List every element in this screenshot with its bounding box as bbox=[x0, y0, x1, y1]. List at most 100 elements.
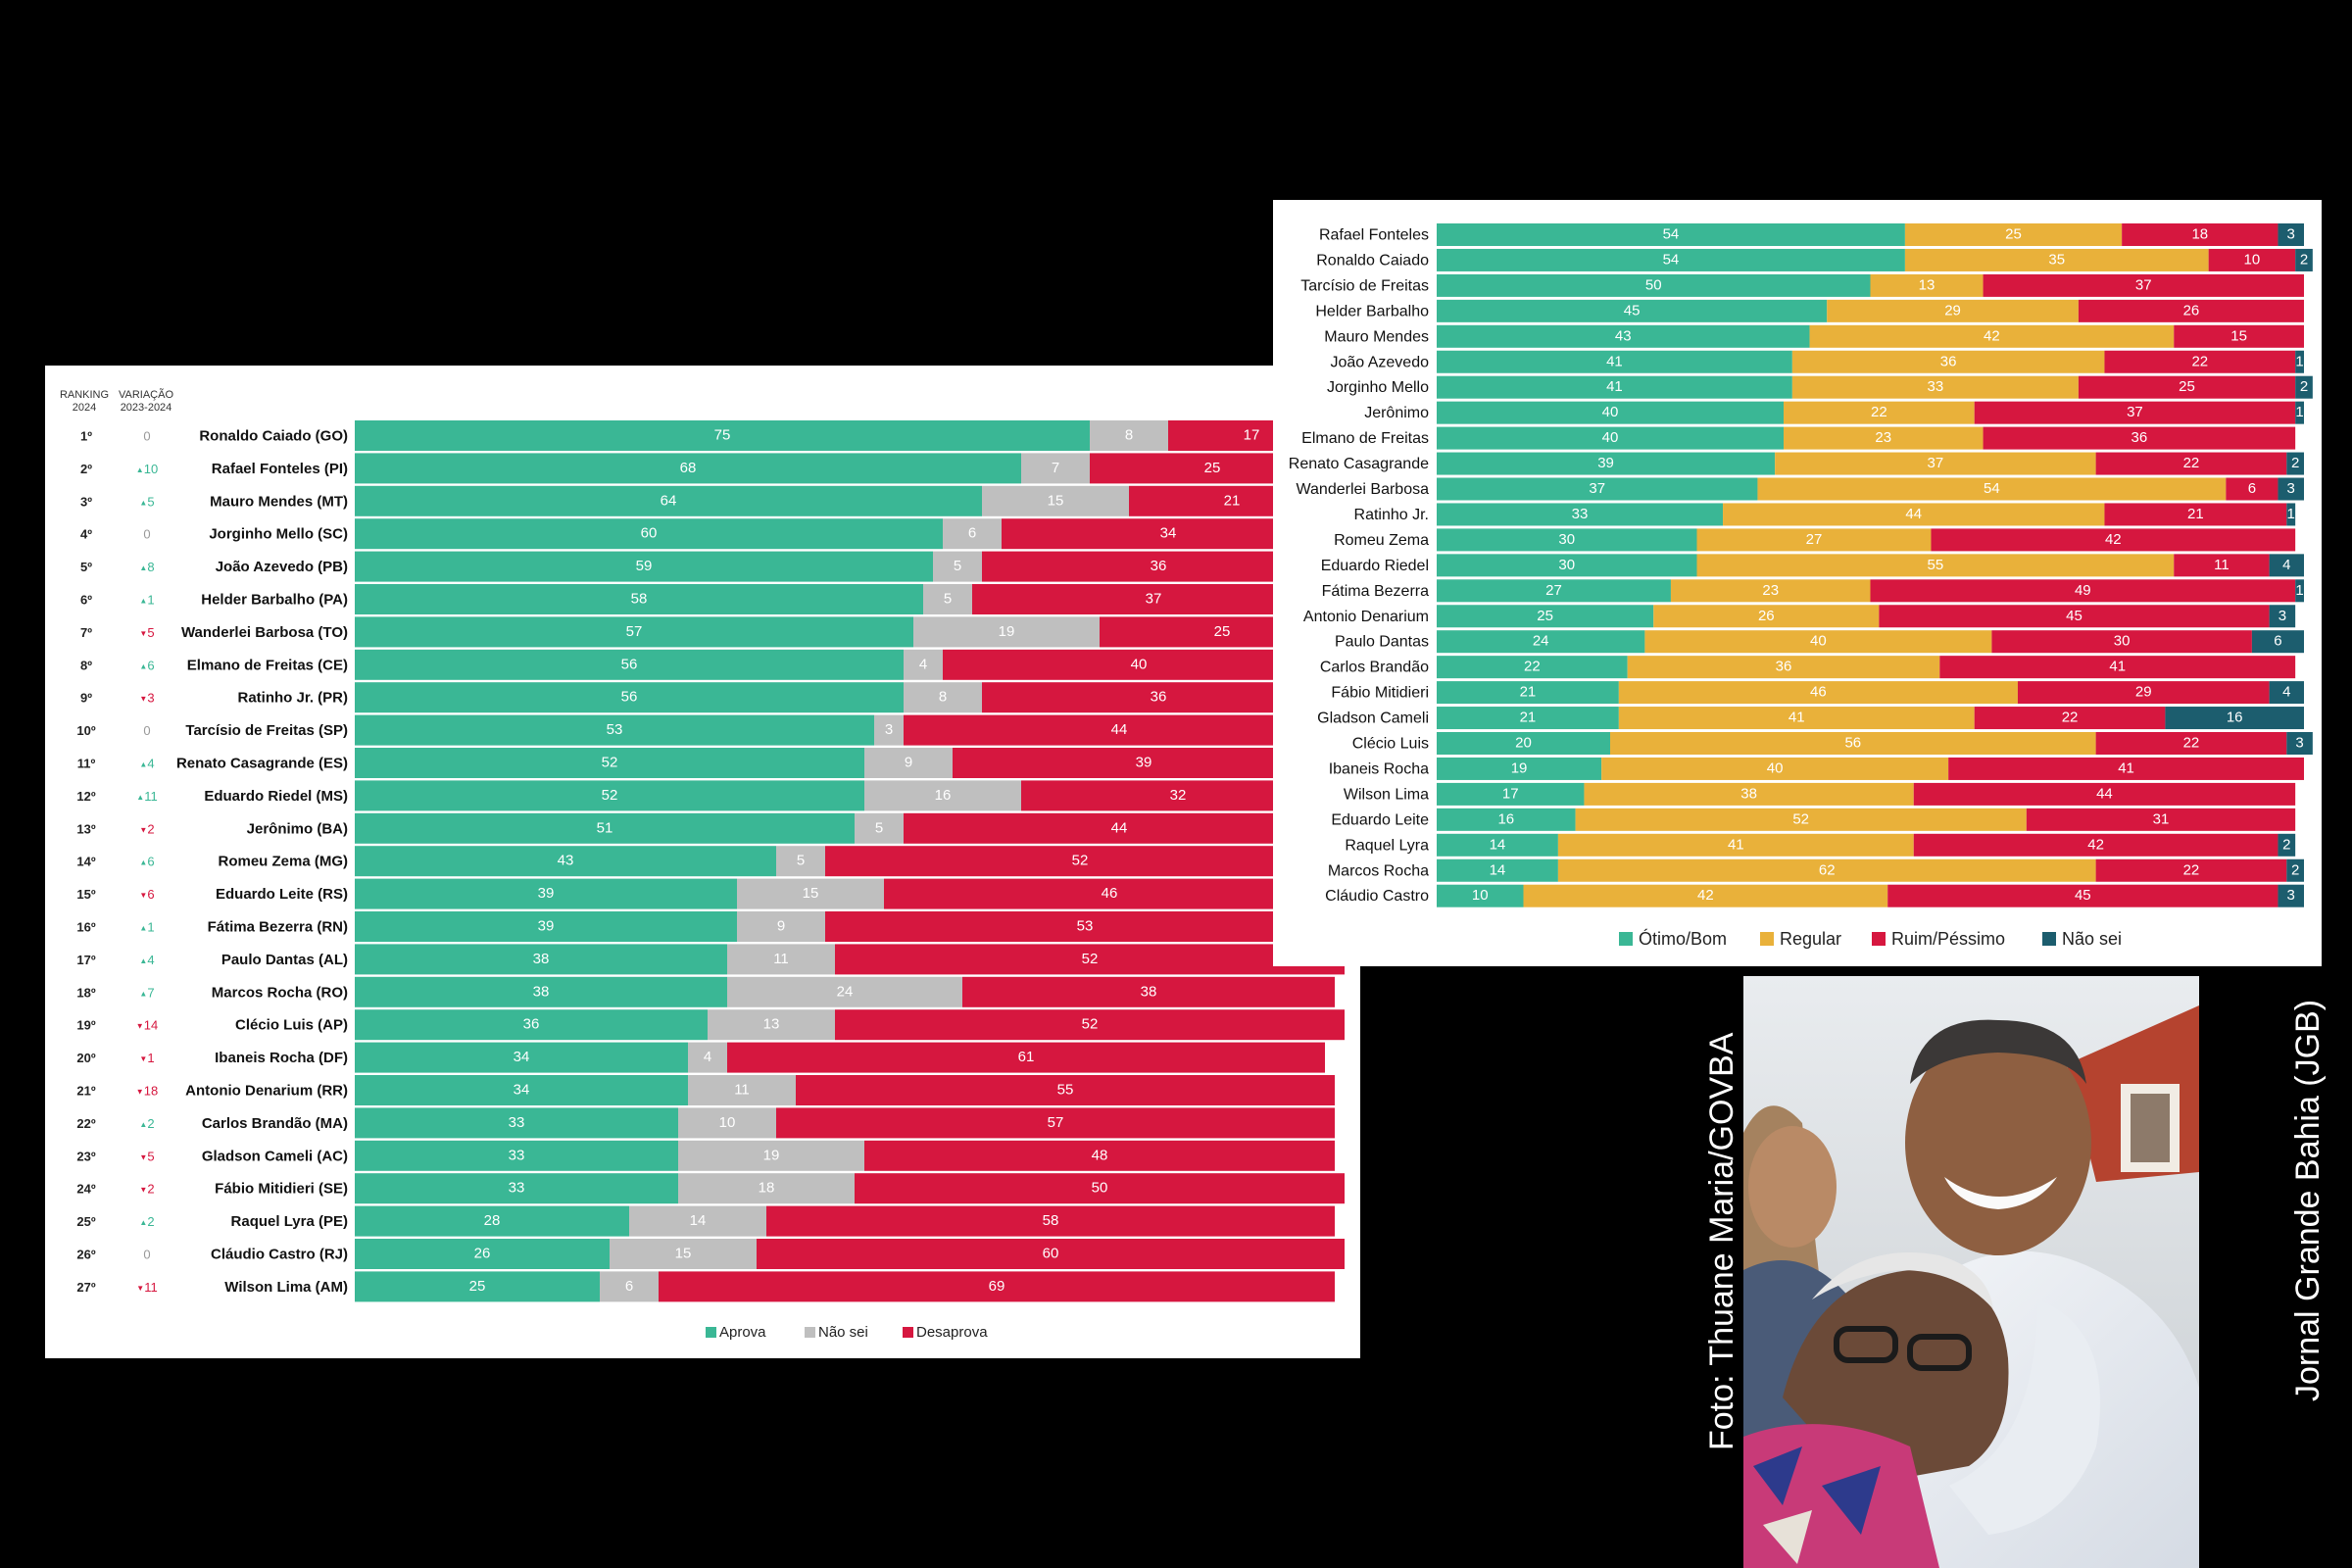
bar-value-label: 18 bbox=[759, 1180, 775, 1197]
bar-value-label: 5 bbox=[954, 558, 961, 574]
bar-value-label: 52 bbox=[1082, 951, 1099, 967]
ranking-row-gladson-cameli-ac: 23º ▼5 Gladson Cameli (AC) 33 19 48 bbox=[76, 1140, 1335, 1171]
bar-segment-nao-sei bbox=[708, 1009, 835, 1041]
evaluation-row-mauro-mendes: Mauro Mendes 43 42 15 bbox=[1324, 324, 2304, 348]
bar-segment-aprova bbox=[355, 551, 933, 582]
bar-value-label: 34 bbox=[1160, 525, 1177, 542]
bar-segment-otimo-bom bbox=[1437, 273, 1871, 297]
governor-label: Renato Casagrande (ES) bbox=[176, 756, 348, 772]
bar-segment-desaprova bbox=[864, 1140, 1335, 1171]
bar-value-label: 49 bbox=[2075, 582, 2091, 599]
bar-segment-ruim-pessimo bbox=[1887, 884, 2278, 907]
governor-label: Raquel Lyra (PE) bbox=[231, 1213, 348, 1230]
bar-value-label: 23 bbox=[1875, 429, 1891, 446]
ranking-row-paulo-dantas-al: 17º ▲4 Paulo Dantas (AL) 38 11 52 bbox=[76, 944, 1345, 975]
bar-segment-otimo-bom bbox=[1437, 681, 1619, 705]
bar-value-label: 45 bbox=[1624, 302, 1641, 318]
governor-photo-illustration bbox=[1743, 976, 2199, 1568]
governor-label: Ratinho Jr. (PR) bbox=[237, 690, 348, 707]
ranking-row-eduardo-leite-rs: 15º ▼6 Eduardo Leite (RS) 39 15 46 bbox=[76, 878, 1335, 909]
legend-swatch-regular bbox=[1760, 932, 1774, 946]
bar-segment-ruim-pessimo bbox=[1983, 273, 2304, 297]
variation-label: ▲2 bbox=[139, 1116, 154, 1131]
bar-value-label: 16 bbox=[935, 787, 952, 804]
ranking-row-ratinho-jr-pr: 9º ▼3 Ratinho Jr. (PR) 56 8 36 bbox=[80, 682, 1335, 713]
bar-value-label: 22 bbox=[2183, 455, 2200, 471]
bar-segment-desaprova bbox=[727, 1042, 1325, 1073]
variation-label: ▲10 bbox=[136, 462, 158, 476]
bar-segment-regular bbox=[1584, 782, 1914, 806]
governor-label: Ronaldo Caiado bbox=[1316, 252, 1429, 269]
variation-label: ▲1 bbox=[139, 593, 154, 608]
governor-label: João Azevedo (PB) bbox=[216, 559, 348, 575]
bar-value-label: 52 bbox=[602, 755, 618, 771]
bar-segment-regular bbox=[1870, 273, 1984, 297]
bar-value-label: 9 bbox=[777, 918, 785, 935]
bar-value-label: 34 bbox=[514, 1049, 530, 1065]
ranking-row-clecio-luis-ap: 19º ▼14 Clécio Luis (AP) 36 13 52 bbox=[76, 1009, 1345, 1041]
bar-value-label: 19 bbox=[999, 623, 1015, 640]
bar-value-label: 37 bbox=[1928, 455, 1944, 471]
bar-segment-desaprova bbox=[884, 878, 1335, 909]
governor-label: Wilson Lima bbox=[1344, 786, 1429, 803]
bar-segment-ruim-pessimo bbox=[1870, 579, 2296, 603]
bar-value-label: 4 bbox=[919, 656, 927, 672]
bar-value-label: 33 bbox=[1572, 506, 1589, 522]
bar-segment-otimo-bom bbox=[1437, 528, 1697, 552]
bar-segment-otimo-bom bbox=[1437, 426, 1784, 450]
rank-label: 20º bbox=[76, 1051, 95, 1065]
bar-segment-ruim-pessimo bbox=[2017, 681, 2270, 705]
evaluation-row-gladson-cameli: Gladson Cameli 21 41 22 16 bbox=[1317, 707, 2304, 730]
bar-segment-desaprova bbox=[953, 748, 1335, 778]
evaluation-row-jeronimo: Jerônimo 40 22 37 1 bbox=[1364, 401, 2304, 424]
bar-segment-desaprova bbox=[855, 1173, 1345, 1204]
variation-label: ▲6 bbox=[139, 855, 154, 869]
bar-segment-aprova bbox=[355, 616, 913, 648]
bar-value-label: 29 bbox=[2135, 684, 2152, 701]
bar-value-label: 54 bbox=[1663, 226, 1680, 243]
governor-label: Jorginho Mello bbox=[1327, 379, 1429, 396]
bar-value-label: 33 bbox=[509, 1147, 525, 1163]
bar-value-label: 18 bbox=[2191, 226, 2208, 243]
bar-value-label: 44 bbox=[1111, 721, 1128, 738]
bar-segment-otimo-bom bbox=[1437, 223, 1905, 246]
bar-segment-nao-sei bbox=[923, 584, 972, 614]
legend-label-regular: Regular bbox=[1780, 929, 1841, 949]
bar-segment-nao-sei bbox=[1090, 420, 1168, 451]
bar-segment-regular bbox=[1627, 656, 1940, 679]
bar-segment-nao-sei bbox=[2286, 503, 2296, 526]
governor-label: Cláudio Castro bbox=[1325, 888, 1429, 905]
rank-label: 23º bbox=[76, 1149, 95, 1163]
bar-value-label: 57 bbox=[626, 623, 643, 640]
bar-value-label: 27 bbox=[1806, 531, 1823, 548]
bar-segment-aprova bbox=[355, 420, 1090, 451]
bar-segment-nao-sei bbox=[727, 944, 835, 975]
bar-value-label: 15 bbox=[2230, 327, 2247, 344]
bar-segment-regular bbox=[1791, 350, 2105, 373]
bar-segment-regular bbox=[1653, 605, 1880, 628]
bar-value-label: 43 bbox=[1615, 327, 1632, 344]
variation-label: ▲6 bbox=[139, 658, 154, 672]
governor-label: Wanderlei Barbosa (TO) bbox=[181, 624, 348, 641]
bar-segment-nao-sei bbox=[737, 911, 825, 942]
governor-photo bbox=[1743, 976, 2199, 1568]
bar-segment-regular bbox=[1618, 707, 1975, 730]
governor-label: Fábio Mitidieri bbox=[1331, 685, 1429, 702]
ranking-row-wilson-lima-am: 27º ▼11 Wilson Lima (AM) 25 6 69 bbox=[76, 1271, 1335, 1302]
bar-segment-ruim-pessimo bbox=[2122, 223, 2278, 246]
evaluation-row-jorginho-mello: Jorginho Mello 41 33 25 2 bbox=[1327, 375, 2313, 399]
bar-segment-nao-sei bbox=[2269, 681, 2304, 705]
bar-segment-aprova bbox=[355, 976, 727, 1007]
bar-value-label: 52 bbox=[1072, 853, 1089, 869]
bar-value-label: 33 bbox=[509, 1180, 525, 1197]
bar-value-label: 24 bbox=[1533, 633, 1549, 650]
rank-label: 4º bbox=[80, 527, 92, 542]
bar-segment-otimo-bom bbox=[1437, 375, 1792, 399]
evaluation-row-claudio-castro: Cláudio Castro 10 42 45 3 bbox=[1325, 884, 2304, 907]
bar-segment-nao-sei bbox=[904, 682, 982, 713]
bar-segment-regular bbox=[1523, 884, 1888, 907]
bar-value-label: 45 bbox=[2066, 608, 2082, 624]
bar-segment-aprova bbox=[355, 1075, 688, 1105]
governor-label: Clécio Luis bbox=[1352, 736, 1429, 753]
